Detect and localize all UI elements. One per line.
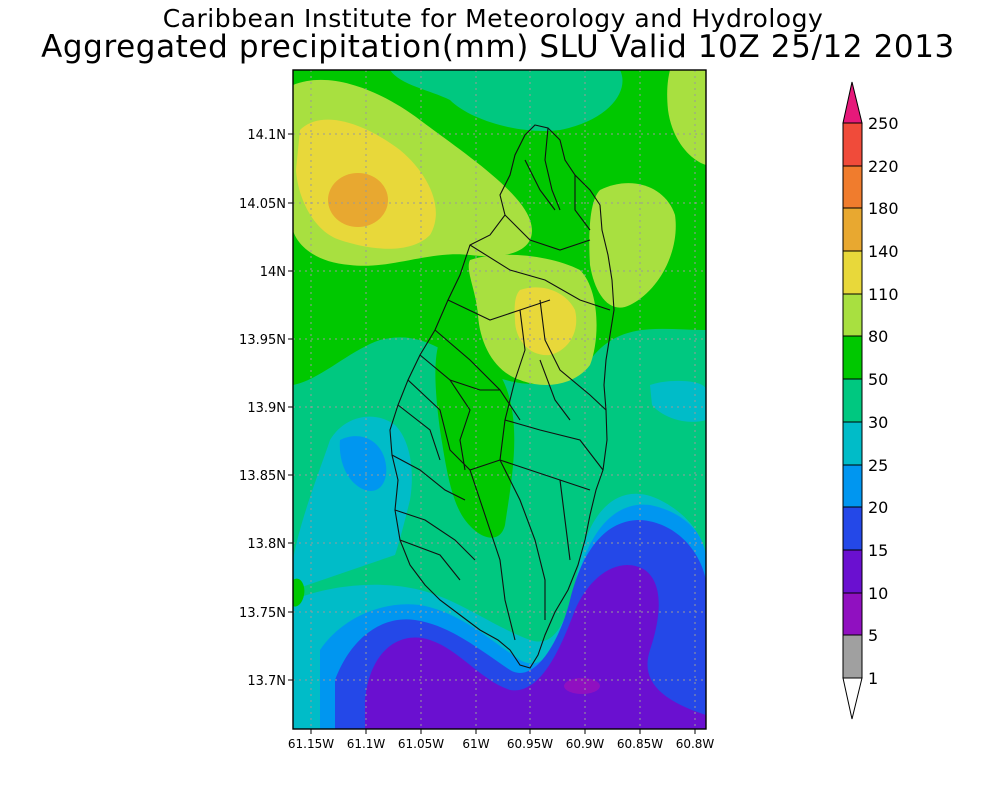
lon-label: 60.8W (676, 737, 715, 751)
precipitation-field (293, 70, 706, 729)
colorbar-label: 180 (868, 199, 899, 218)
graticule (293, 70, 706, 729)
colorbar-label: 20 (868, 498, 888, 517)
colorbar-swatch (842, 506, 863, 551)
colorbar-label: 140 (868, 242, 899, 261)
colorbar-label: 10 (868, 584, 888, 603)
colorbar-label: 220 (868, 157, 899, 176)
colorbar-label: 5 (868, 626, 878, 645)
colorbar-swatch (842, 335, 863, 380)
colorbar-swatch (842, 378, 863, 423)
colorbar-swatch (842, 207, 863, 252)
lat-label: 13.9N (247, 401, 286, 416)
lat-label: 13.95N (239, 333, 286, 348)
lon-label: 61.1W (347, 737, 386, 751)
lat-label: 14.05N (239, 197, 286, 212)
lat-label: 13.8N (247, 537, 286, 552)
colorbar-over-triangle (842, 81, 863, 124)
colorbar-label: 25 (868, 456, 888, 475)
colorbar-label: 110 (868, 285, 899, 304)
colorbar-label: 1 (868, 669, 878, 688)
colorbar-swatch (842, 634, 863, 679)
map-title: Caribbean Institute for Meteorology and … (162, 4, 824, 33)
colorbar-label: 80 (868, 327, 888, 346)
colorbar-swatch (842, 165, 863, 209)
lon-label: 60.9W (566, 737, 605, 751)
lon-label: 61.15W (288, 737, 334, 751)
colorbar-label: 15 (868, 541, 888, 560)
lon-label: 60.95W (507, 737, 553, 751)
colorbar-label: 30 (868, 413, 888, 432)
map-subtitle: Aggregated precipitation(mm) SLU Valid 1… (41, 29, 955, 65)
lon-label: 60.85W (617, 737, 663, 751)
colorbar-under-triangle (842, 677, 863, 720)
colorbar-swatch (842, 464, 863, 508)
colorbar-swatch (842, 592, 863, 636)
island-outline (389, 124, 615, 669)
lat-label: 14.1N (247, 128, 286, 143)
colorbar-swatch (842, 549, 863, 594)
lat-label: 13.7N (247, 674, 286, 689)
lat-label: 14N (260, 265, 286, 280)
colorbar-swatch (842, 421, 863, 466)
colorbar-label: 250 (868, 114, 899, 133)
colorbar-swatch (842, 122, 863, 167)
map-frame (292, 69, 707, 730)
colorbar-swatch (842, 250, 863, 295)
colorbar-swatch (842, 293, 863, 337)
colorbar (842, 81, 863, 720)
lat-label: 13.75N (239, 606, 286, 621)
lon-label: 61.05W (398, 737, 444, 751)
lat-label: 13.85N (239, 469, 286, 484)
lon-label: 61W (462, 737, 489, 751)
axis-ticks (288, 133, 696, 734)
colorbar-label: 50 (868, 370, 888, 389)
